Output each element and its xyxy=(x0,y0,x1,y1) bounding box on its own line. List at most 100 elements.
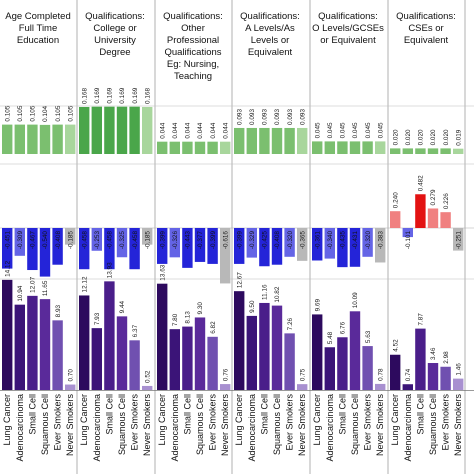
bar xyxy=(390,354,401,390)
bar xyxy=(312,141,323,154)
category-label: Never Smokers xyxy=(297,394,307,457)
data-label: 0.482 xyxy=(418,175,425,191)
data-label: 0.75 xyxy=(299,368,306,381)
data-label: 10.09 xyxy=(352,292,359,308)
bar xyxy=(39,124,51,154)
panel-title: Age Completed xyxy=(5,11,70,22)
bar xyxy=(440,366,451,390)
data-label: 9.30 xyxy=(197,302,204,315)
data-label: 6.82 xyxy=(210,321,217,334)
bar xyxy=(324,141,335,154)
category-label: Squamous Cell xyxy=(40,394,50,455)
data-label: 0.78 xyxy=(377,368,384,381)
category-label: Ever Smokers xyxy=(285,394,295,451)
data-label: 0.045 xyxy=(377,122,384,138)
data-label: 0.74 xyxy=(405,368,412,381)
data-label: 0.044 xyxy=(197,122,204,138)
data-label: 0.093 xyxy=(299,109,306,125)
bar xyxy=(91,228,102,251)
bar xyxy=(427,208,439,228)
bar xyxy=(14,228,25,256)
bar xyxy=(14,304,25,390)
panel-title: Qualifications: xyxy=(85,11,145,22)
bar xyxy=(2,279,13,390)
data-label: 0.169 xyxy=(94,87,101,103)
data-label: 7.26 xyxy=(287,317,294,330)
data-label: 0.045 xyxy=(314,122,321,138)
panel-title: Qualifications: xyxy=(163,11,223,22)
bar xyxy=(2,228,13,269)
data-label: -0.320 xyxy=(287,231,294,250)
bar xyxy=(415,148,426,154)
data-label: 0.105 xyxy=(17,105,24,121)
data-label: -0.451 xyxy=(4,231,11,250)
bar xyxy=(104,228,115,270)
data-label: 0.020 xyxy=(405,129,412,145)
panel-title: University xyxy=(94,35,136,46)
bar xyxy=(402,148,413,154)
bar xyxy=(27,295,38,390)
category-label: Lung Cancer xyxy=(2,394,12,446)
bar xyxy=(91,328,102,390)
data-label: 10.82 xyxy=(274,286,281,302)
bar xyxy=(182,141,193,154)
category-label: Squamous Cell xyxy=(428,394,438,455)
bar xyxy=(79,106,90,154)
bar xyxy=(390,148,401,154)
bar xyxy=(52,320,63,390)
data-label: -0.185 xyxy=(67,231,74,250)
data-label: 5.48 xyxy=(327,331,334,344)
data-label: 0.168 xyxy=(144,88,151,104)
bar xyxy=(415,194,426,228)
data-label: 0.020 xyxy=(418,129,425,145)
bar xyxy=(207,141,218,154)
data-label: 0.52 xyxy=(144,370,151,383)
category-label: Never Smokers xyxy=(65,394,75,457)
category-label: Adenocarcinoma xyxy=(92,394,102,462)
bar xyxy=(194,317,206,390)
data-label: -0.408 xyxy=(55,231,62,250)
category-label: Lung Cancer xyxy=(79,394,89,446)
bar xyxy=(246,228,257,258)
bar xyxy=(453,378,464,390)
bar xyxy=(157,283,168,390)
bar xyxy=(182,228,193,268)
bar xyxy=(297,127,308,154)
data-label: 0.70 xyxy=(67,369,74,382)
bar xyxy=(157,228,168,264)
category-label: Adenocarcinoma xyxy=(15,394,25,462)
data-label: 0.169 xyxy=(132,87,139,103)
bar xyxy=(362,346,373,390)
data-label: 7.80 xyxy=(172,313,179,326)
data-label: -0.251 xyxy=(455,231,462,250)
bar xyxy=(65,124,76,154)
panel-title: Eg: Nursing, xyxy=(167,59,219,70)
data-label: -0.340 xyxy=(327,231,334,250)
data-label: 1.46 xyxy=(455,363,462,376)
bar xyxy=(157,141,168,154)
data-label: 9.50 xyxy=(249,300,256,313)
data-label: -0.101 xyxy=(405,231,412,250)
data-label: -0.326 xyxy=(172,231,179,250)
bar xyxy=(14,124,25,154)
data-label: 0.76 xyxy=(222,368,229,381)
category-label: Small Cell xyxy=(259,394,269,435)
data-label: 0.019 xyxy=(455,129,462,145)
data-label: -0.443 xyxy=(185,231,192,250)
bar xyxy=(402,384,413,390)
bar xyxy=(142,385,153,390)
data-label: 8.93 xyxy=(55,304,62,317)
bar xyxy=(324,228,335,259)
data-label: 3.46 xyxy=(430,347,437,360)
bar xyxy=(116,106,128,154)
bar xyxy=(220,384,231,390)
data-label: -0.467 xyxy=(30,231,37,250)
bar xyxy=(52,124,63,154)
bar xyxy=(116,228,128,258)
bar xyxy=(91,106,102,154)
data-label: -0.435 xyxy=(340,231,347,250)
bar xyxy=(104,106,115,154)
data-label: 0.045 xyxy=(340,122,347,138)
data-label: 7.93 xyxy=(94,312,101,325)
